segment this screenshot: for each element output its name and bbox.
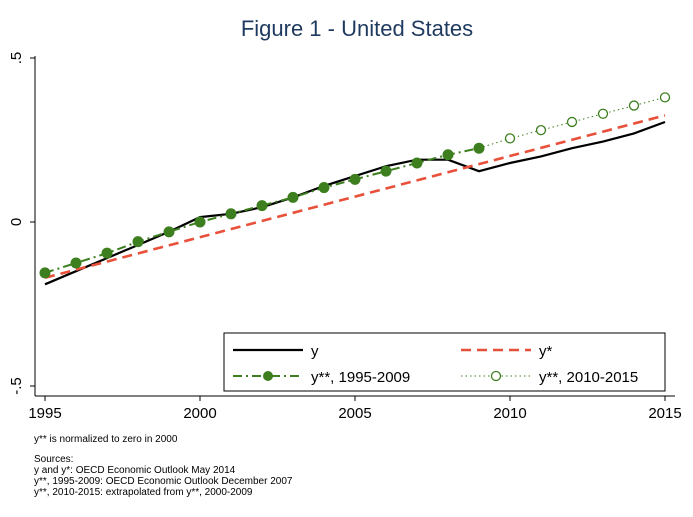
data-point-filled (163, 226, 175, 238)
legend-marker (263, 371, 273, 381)
x-tick-label: 1995 (28, 405, 61, 422)
data-point-filled (380, 165, 392, 177)
legend-label-3: y**, 2010-2015 (539, 369, 638, 386)
series-line-1 (44, 114, 666, 280)
normalization-note: y** is normalized to zero in 2000 (34, 434, 178, 445)
data-point-filled (39, 267, 51, 279)
source-line-3: y**, 2010-2015: extrapolated from y**, 2… (34, 487, 253, 498)
data-point-filled (411, 157, 423, 169)
source-line-1: y and y*: OECD Economic Outlook May 2014 (34, 465, 236, 476)
x-tick-label: 2010 (493, 405, 526, 422)
data-point-filled (256, 200, 268, 212)
data-point-hollow (504, 133, 516, 144)
legend-label-2: y**, 1995-2009 (311, 369, 410, 386)
data-point-hollow (628, 100, 640, 111)
legend: y y* y**, 1995-2009 y**, 2010-2015 (223, 332, 666, 392)
data-point-filled (225, 208, 237, 220)
sources-title: Sources: (34, 454, 74, 465)
legend-label-1: y* (539, 343, 553, 360)
data-point-filled (101, 247, 113, 259)
data-point-filled (70, 257, 82, 269)
data-point-hollow (566, 116, 578, 128)
x-tick-label: 2015 (648, 405, 681, 422)
series-line-2 (44, 147, 480, 274)
data-point-filled (349, 173, 361, 185)
y-tick-label: .5 (8, 52, 25, 65)
data-point-hollow (659, 92, 671, 103)
y-tick-label: -.5 (8, 377, 25, 395)
data-point-filled (132, 236, 144, 248)
legend-box (223, 332, 666, 392)
data-point-hollow (597, 108, 609, 119)
x-tick-label: 2000 (183, 405, 216, 422)
data-point-filled (442, 149, 454, 161)
y-tick-label: 0 (8, 218, 25, 226)
data-point-filled (194, 216, 206, 228)
series-line-0 (44, 120, 666, 286)
series-layer (39, 92, 671, 286)
chart-title: Figure 1 - United States (241, 16, 473, 41)
source-line-2: y**, 1995-2009: OECD Economic Outlook De… (34, 476, 293, 487)
legend-marker (490, 370, 502, 382)
legend-label-0: y (311, 343, 319, 360)
axes: -.5 0 .5 1995 2000 2005 2010 2015 (8, 52, 682, 422)
data-point-filled (287, 191, 299, 203)
data-point-hollow (535, 125, 547, 136)
data-point-filled (318, 182, 330, 194)
x-tick-label: 2005 (338, 405, 371, 422)
